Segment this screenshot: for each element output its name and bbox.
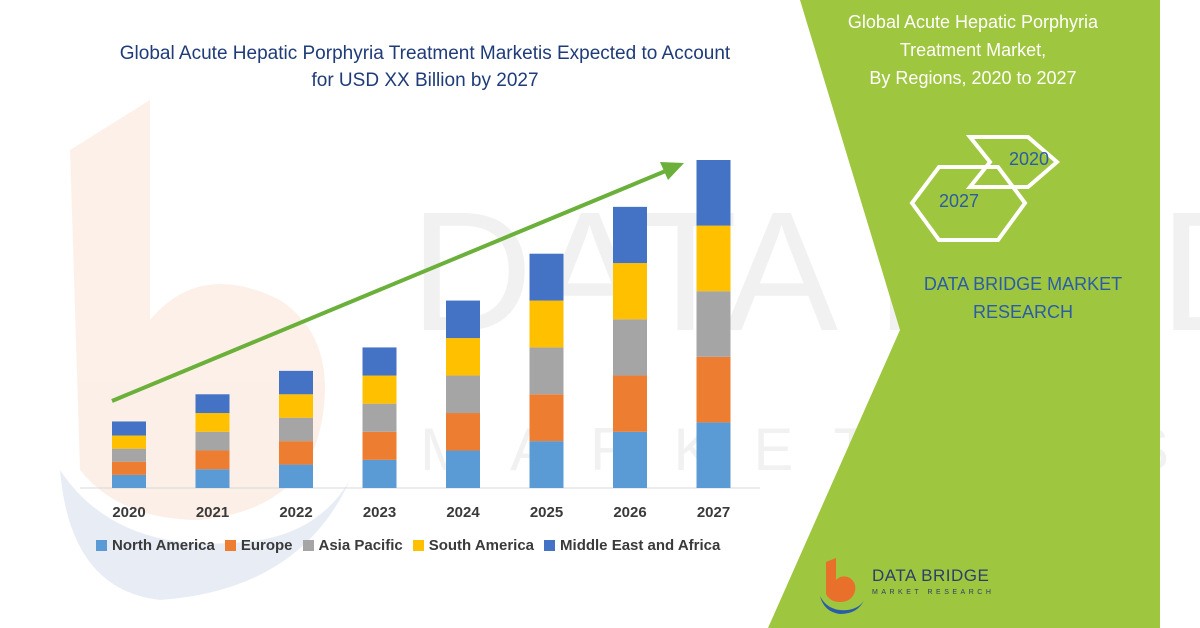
data-bridge-logo-icon — [820, 558, 864, 614]
bar-2023-series-1 — [362, 431, 397, 460]
chart-legend: North America Europe Asia Pacific South Ame… — [96, 537, 730, 554]
x-tick-label: 2027 — [697, 504, 730, 521]
bar-2027-series-1 — [696, 356, 731, 423]
bar-2024-series-0 — [446, 450, 480, 488]
x-tick-label: 2025 — [530, 504, 563, 521]
bar-2025-series-4 — [529, 253, 564, 301]
legend-item: Asia Pacific — [302, 537, 403, 554]
bar-2020-series-4 — [112, 421, 146, 436]
bar-2022-series-2 — [279, 417, 313, 442]
side-panel-brand: DATA BRIDGE MARKET RESEARCH — [893, 270, 1153, 326]
legend-item: Europe — [224, 537, 293, 554]
chart-plot-area: 2020 2021 2022 2023 2024 2025 2026 2027 — [80, 160, 760, 521]
bar-2023-series-4 — [362, 347, 397, 376]
bar-2027-series-3 — [696, 225, 731, 292]
legend-label: North America — [112, 537, 215, 554]
x-tick-label: 2020 — [112, 504, 145, 521]
legend-label: Middle East and Africa — [560, 537, 721, 554]
bar-2024-series-4 — [446, 300, 480, 339]
bar-2020-series-1 — [112, 461, 146, 475]
bar-2026-series-3 — [613, 263, 647, 320]
side-panel-title: Global Acute Hepatic Porphyria Treatment… — [808, 8, 1138, 92]
bar-2021-series-3 — [195, 413, 230, 432]
bar-2025-series-0 — [529, 441, 564, 488]
bar-2023-series-2 — [362, 403, 397, 432]
brand-line2: RESEARCH — [972, 302, 1074, 322]
bar-2025-series-1 — [529, 394, 564, 442]
chart-title: Global Acute Hepatic Porphyria Treatment… — [60, 40, 790, 94]
legend-item: Middle East and Africa — [544, 537, 720, 554]
bar-2021-series-1 — [195, 450, 230, 470]
legend-item: South America — [412, 537, 535, 554]
x-tick-label: 2026 — [613, 504, 646, 521]
bar-2027-series-4 — [696, 160, 731, 226]
legend-swatch — [544, 540, 556, 551]
bar-2020-series-0 — [112, 474, 146, 488]
bar-2027-series-2 — [696, 291, 731, 357]
bar-2022-series-1 — [279, 441, 313, 465]
bar-2025-series-3 — [529, 300, 564, 348]
chart-title-line2: for USD XX Billion by 2027 — [311, 70, 539, 91]
legend-item: North America — [96, 537, 215, 554]
bar-2025-series-2 — [529, 347, 564, 395]
bar-2027-series-0 — [696, 422, 731, 488]
trend-arrow — [111, 162, 684, 403]
legend-label: South America — [428, 537, 535, 554]
hexagon-label-2027: 2027 — [938, 191, 980, 211]
bar-2024-series-3 — [446, 338, 480, 376]
bar-2026-series-0 — [613, 431, 647, 488]
side-panel — [768, 0, 1160, 628]
chart-title-line1: Global Acute Hepatic Porphyria Treatment… — [119, 43, 731, 64]
bar-2020-series-3 — [112, 435, 146, 449]
side-title-line2: Treatment Market, — [899, 40, 1047, 60]
side-title-line1: Global Acute Hepatic Porphyria — [847, 12, 1099, 32]
x-tick-label: 2023 — [363, 504, 396, 521]
hexagon-2027-icon — [909, 165, 1028, 242]
legend-swatch — [96, 540, 107, 551]
watermark-logo — [60, 100, 350, 600]
bar-2021-series-4 — [195, 394, 230, 414]
bar-2026-series-1 — [613, 375, 647, 432]
x-tick-label: 2021 — [196, 504, 229, 521]
bar-2020-series-2 — [112, 448, 146, 462]
brand-line1: DATA BRIDGE MARKET — [923, 274, 1123, 294]
hexagon-label-2020: 2020 — [1008, 149, 1050, 169]
side-title-line3: By Regions, 2020 to 2027 — [869, 68, 1077, 88]
legend-label: Europe — [240, 537, 293, 554]
bar-2022-series-4 — [279, 370, 313, 395]
bar-2024-series-2 — [446, 375, 480, 414]
bar-2022-series-0 — [279, 464, 313, 488]
legend-swatch — [224, 540, 236, 551]
bar-2023-series-0 — [362, 459, 397, 488]
bar-2023-series-3 — [362, 375, 397, 404]
bar-2021-series-2 — [195, 431, 230, 451]
x-tick-label: 2022 — [279, 504, 312, 521]
bar-2021-series-0 — [195, 469, 230, 488]
bar-2022-series-3 — [279, 394, 313, 418]
legend-label: Asia Pacific — [318, 537, 403, 554]
bar-2024-series-1 — [446, 413, 480, 451]
bar-2026-series-4 — [613, 206, 647, 264]
x-tick-label: 2024 — [446, 504, 480, 521]
logo-tagline: MARKET RESEARCH — [872, 589, 995, 596]
legend-swatch — [302, 540, 314, 551]
hexagon-2020-icon — [965, 135, 1061, 189]
bar-2026-series-2 — [613, 319, 647, 376]
logo-name: DATA BRIDGE — [872, 566, 990, 585]
legend-swatch — [412, 540, 424, 551]
